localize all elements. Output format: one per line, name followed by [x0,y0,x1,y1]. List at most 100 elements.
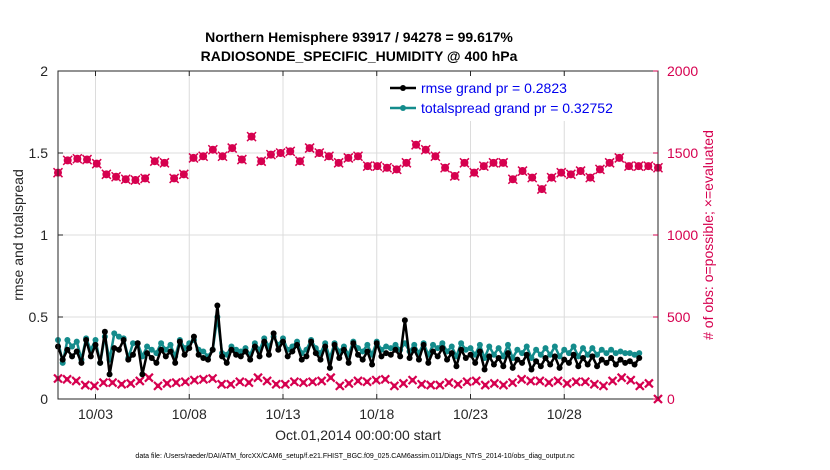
point-rmse [69,353,76,360]
obs-possible-marker-stroke-b [198,151,209,162]
obs-evaluated-marker-core [592,382,597,387]
legend-rmse-label: rmse grand pr = 0.2823 [421,80,567,96]
obs-evaluated-marker-core [301,380,306,385]
point-totalspread [130,340,136,347]
point-totalspread [617,348,624,355]
obs-possible-marker-stroke-b [575,166,586,177]
point-rmse [387,351,394,358]
point-totalspread [523,343,530,350]
point-totalspread [111,330,118,337]
point-rmse [106,371,113,378]
obs-evaluated-marker-core [610,378,615,384]
obs-evaluated-marker-core [346,381,352,386]
legend-totalspread-marker [400,105,406,111]
obs-possible-marker-stroke-b [623,161,634,172]
chart-title-line1: Northern Hemisphere 93917 / 94278 = 99.6… [205,29,513,45]
point-rmse [523,351,530,358]
point-rmse [101,328,108,335]
point-totalspread [594,351,601,358]
point-totalspread [556,353,563,360]
point-totalspread [490,351,497,358]
y-tick-right-label: 2000 [667,63,698,79]
obs-evaluated-marker-core [201,377,206,382]
obs-possible-marker-stroke-b [323,151,334,162]
obs-evaluated-marker-core [128,381,133,386]
point-rmse [622,359,629,366]
point-rmse [148,355,155,361]
point-rmse [444,356,451,363]
obs-evaluated-marker-core [246,380,252,385]
point-totalspread [467,345,474,352]
x-tick-label: 10/28 [547,406,582,422]
point-rmse [561,356,568,363]
point-rmse [453,363,460,370]
point-totalspread [631,351,638,358]
point-totalspread [237,348,244,355]
obs-possible-marker-stroke-b [82,154,93,165]
point-rmse [78,359,85,366]
obs-evaluated-marker-core [110,380,115,385]
point-rmse [434,353,441,360]
obs-evaluated-marker-core [383,377,388,382]
point-totalspread [387,345,394,352]
obs-evaluated-marker-core [455,382,461,387]
point-rmse [355,351,361,358]
point-totalspread [622,350,629,357]
data-file-footer: data file: /Users/raeder/DAI/ATM_forcXX/… [135,453,575,460]
point-rmse [83,336,90,343]
point-rmse [190,333,197,340]
obs-possible-marker-stroke-b [294,156,305,167]
y-tick-right-label: 1500 [667,145,698,161]
point-rmse [626,358,633,365]
obs-possible-marker-stroke-b [527,172,538,183]
point-totalspread [500,353,507,360]
point-totalspread [598,346,605,353]
point-rmse [551,353,558,360]
point-rmse [603,359,610,366]
point-totalspread [439,340,446,347]
obs-evaluated-marker-core [437,382,443,388]
obs-evaluated-marker-core [292,379,297,384]
obs-possible-marker-stroke-b [256,156,267,167]
y-tick-left-label: 1 [40,227,48,243]
obs-possible-marker-stroke-b [546,172,557,183]
point-rmse [580,355,586,361]
obs-possible-marker-stroke-b [498,157,509,168]
point-rmse [547,361,554,368]
point-rmse [265,351,272,358]
point-rmse [176,338,183,345]
point-totalspread [392,341,399,348]
point-totalspread [476,341,483,348]
point-rmse [125,356,132,363]
point-rmse [303,353,310,360]
point-rmse [373,340,380,347]
obs-possible-marker-stroke-b [469,167,480,178]
chart-title-line2: RADIOSONDE_SPECIFIC_HUMIDITY @ 400 hPa [201,48,518,64]
y-axis-right: 0 500 1000 1500 2000 [653,63,698,407]
obs-evaluated-marker-core [555,378,561,384]
point-totalspread [514,346,521,353]
y-tick-left-label: 1.5 [29,145,49,161]
obs-evaluated-marker-core [483,382,488,388]
point-rmse [59,356,66,363]
obs-possible-marker-stroke-b [449,170,460,181]
obs-evaluated-marker-core [192,377,197,383]
point-totalspread [584,351,591,358]
point-rmse [514,356,521,363]
point-rmse [158,346,165,353]
obs-possible-marker-stroke-b [120,174,131,185]
point-rmse [228,346,235,353]
point-rmse [556,364,563,371]
point-rmse [167,348,174,355]
point-rmse [467,351,474,358]
point-rmse [181,351,188,358]
obs-possible-marker-stroke-b [140,173,151,184]
obs-evaluated-marker-core [328,375,333,380]
point-rmse [186,345,193,352]
point-totalspread [636,350,643,357]
obs-evaluated-marker-core [210,376,215,381]
obs-evaluated-marker-core [464,379,470,384]
obs-possible-marker-stroke-b [304,143,315,154]
obs-evaluated-marker-core [646,381,652,386]
obs-possible-marker-stroke-b [178,169,189,180]
